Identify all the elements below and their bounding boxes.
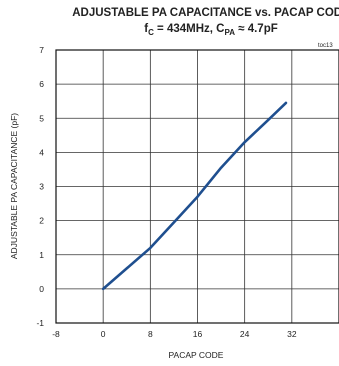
x-tick-label: 0 (101, 329, 106, 339)
series-layer (101, 101, 288, 291)
x-tick-label: 8 (148, 329, 153, 339)
x-axis-label: PACAP CODE (169, 350, 224, 360)
grid (56, 50, 339, 323)
y-tick-label: 1 (39, 250, 44, 260)
chart-code: toc13 (318, 43, 333, 49)
y-tick-label: 5 (39, 113, 44, 123)
tick-labels: -8 0 8 16 24 32 -1 0 1 2 3 4 5 6 7 (36, 45, 296, 339)
chart-subtitle: fC = 434MHz, CPA ≈ 4.7pF (144, 23, 278, 37)
y-tick-label: 2 (39, 216, 44, 226)
y-tick-label: 7 (39, 45, 44, 55)
chart-title: ADJUSTABLE PA CAPACITANCE vs. PACAP CODE (72, 7, 339, 19)
x-tick-label: 24 (240, 329, 250, 339)
y-tick-label: -1 (36, 318, 44, 328)
y-tick-label: 6 (39, 79, 44, 89)
y-tick-label: 3 (39, 182, 44, 192)
x-tick-label: -8 (52, 329, 60, 339)
y-tick-label: 0 (39, 284, 44, 294)
plot-frame (55, 49, 339, 324)
x-tick-label: 16 (193, 329, 203, 339)
y-axis-label: ADJUSTABLE PA CAPACITANCE (pF) (9, 113, 19, 259)
y-tick-label: 4 (39, 147, 44, 157)
x-tick-label: 32 (287, 329, 297, 339)
series-line (101, 101, 288, 291)
